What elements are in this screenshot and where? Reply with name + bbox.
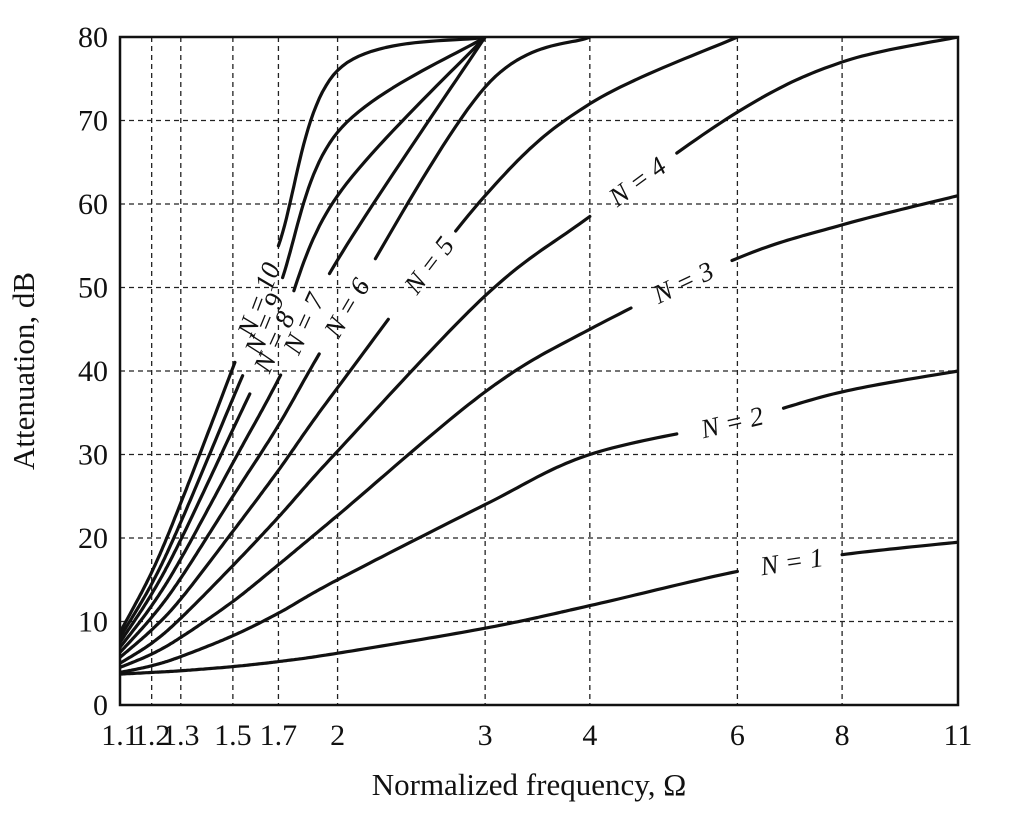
grid-layer — [120, 37, 958, 705]
x-tick-label: 1.7 — [260, 719, 298, 752]
x-tick-label: 2 — [330, 719, 345, 752]
x-tick-label: 6 — [730, 719, 745, 752]
series-line — [120, 374, 245, 639]
series-4 — [120, 37, 958, 665]
series-line — [675, 37, 958, 155]
series-line — [781, 369, 958, 410]
y-tick-label: 40 — [78, 355, 108, 388]
y-tick-label: 60 — [78, 188, 108, 221]
curve-label-layer: N = 1N = 2N = 3N = 4N = 5N = 6N = 7N = 8… — [231, 151, 825, 582]
y-tick-label: 10 — [78, 606, 108, 639]
x-tick-label: 3 — [478, 719, 493, 752]
y-tick-label: 80 — [78, 21, 108, 54]
series-line — [730, 194, 958, 263]
y-tick-label: 30 — [78, 439, 108, 472]
x-tick-label: 1.2 — [133, 719, 171, 752]
series-line — [276, 37, 487, 248]
y-axis-title: Attenuation, dB — [6, 272, 41, 470]
series-7 — [120, 37, 487, 649]
series-6 — [120, 37, 592, 654]
series-line — [373, 37, 592, 261]
tick-layer: 1.11.21.3 1.5 1.7 2 3 4 6 8 11 0 10 20 30 40 50 60 70 80 — [78, 21, 972, 752]
series-line — [292, 37, 487, 293]
curve-label: N = 3 — [647, 255, 718, 310]
y-tick-label: 50 — [78, 272, 108, 305]
series-2 — [120, 369, 958, 674]
series-1 — [120, 540, 958, 676]
x-tick-label: 4 — [582, 719, 597, 752]
series-line — [120, 360, 237, 634]
series-line — [120, 373, 283, 649]
x-axis-title: Normalized frequency, Ω — [372, 767, 687, 802]
curve-layer — [120, 37, 958, 676]
y-tick-label: 70 — [78, 105, 108, 138]
series-line — [120, 306, 633, 669]
series-line — [454, 37, 739, 233]
series-line — [281, 37, 487, 280]
curve-label: N = 5 — [397, 231, 460, 300]
series-line — [120, 317, 390, 659]
x-tick-label: 1.1 — [101, 719, 139, 752]
y-tick-label: 0 — [93, 689, 108, 722]
x-tick-label: 1.5 — [214, 719, 252, 752]
series-line — [120, 432, 679, 674]
series-3 — [120, 194, 958, 669]
series-line — [840, 540, 958, 557]
curve-label: N = 1 — [757, 542, 825, 581]
series-9 — [120, 37, 487, 639]
plot-frame — [118, 35, 960, 707]
series-5 — [120, 37, 739, 659]
x-tick-label: 8 — [835, 719, 850, 752]
series-8 — [120, 37, 487, 644]
y-tick-label: 20 — [78, 522, 108, 555]
series-line — [120, 352, 321, 654]
x-tick-label: 1.3 — [162, 719, 200, 752]
series-10 — [120, 37, 487, 634]
series-line — [120, 392, 252, 644]
series-line — [120, 569, 739, 676]
series-line — [120, 214, 592, 665]
curve-label: N = 2 — [697, 401, 766, 445]
x-tick-label: 11 — [944, 719, 973, 752]
series-line — [327, 37, 487, 276]
